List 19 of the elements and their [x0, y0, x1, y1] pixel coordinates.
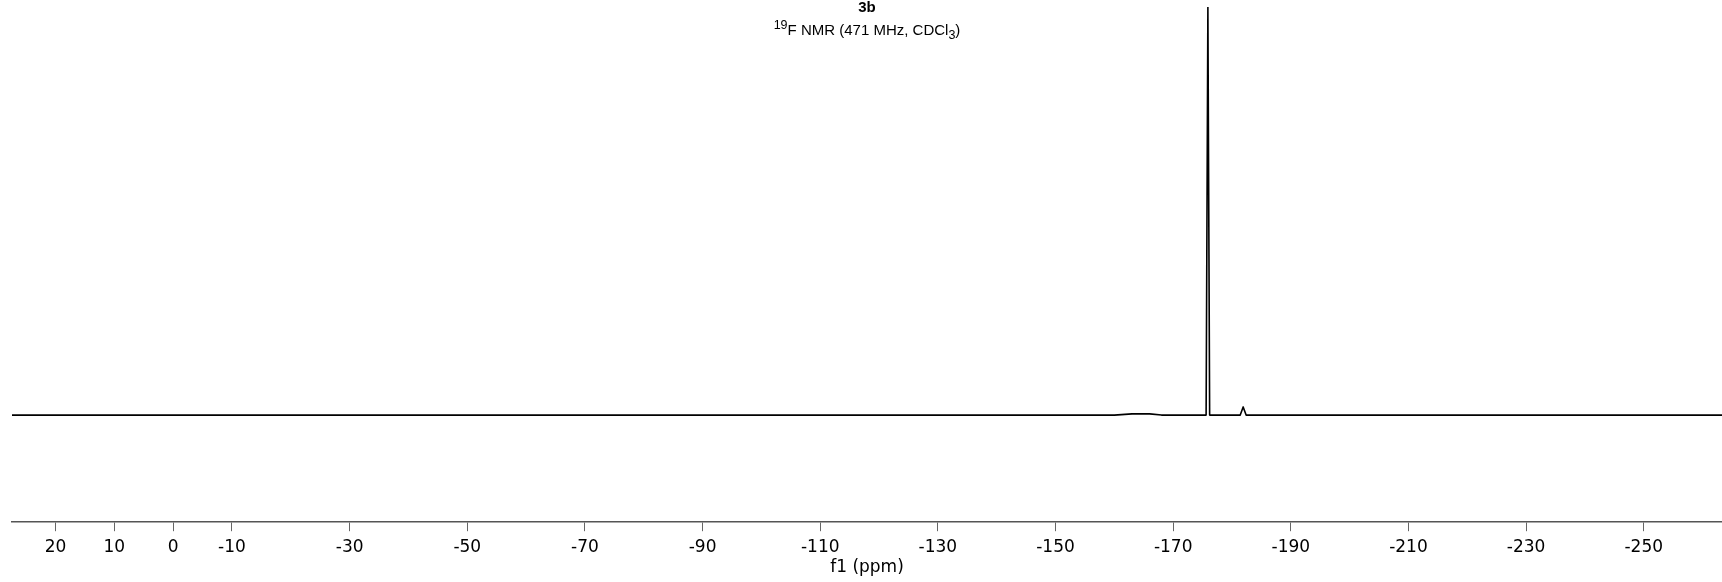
- x-tick-label: -250: [1624, 535, 1664, 556]
- x-tick-label: 0: [167, 535, 179, 556]
- x-tick-label: -170: [1153, 535, 1193, 556]
- x-tick-label: -70: [571, 535, 599, 556]
- x-tick-label: -90: [688, 535, 717, 556]
- x-tick-label: -130: [918, 535, 958, 556]
- x-axis-title: f1 (ppm): [830, 556, 904, 577]
- x-tick-label: -150: [1036, 535, 1075, 556]
- x-tick-label: 20: [44, 535, 67, 556]
- chart-title: 3b: [857, 0, 877, 15]
- x-tick-label: -110: [800, 535, 840, 556]
- x-tick-label: -30: [335, 535, 364, 556]
- x-tick-label: -210: [1389, 535, 1428, 556]
- x-tick-label: -190: [1271, 535, 1311, 556]
- x-tick-label: 10: [103, 535, 126, 556]
- text: $^{19}$F NMR (471 MHz, CDCl$_{3}$): [772, 18, 962, 42]
- x-tick-label: -50: [453, 535, 482, 556]
- x-tick-label: -10: [218, 535, 246, 556]
- x-tick-label: -230: [1506, 535, 1546, 556]
